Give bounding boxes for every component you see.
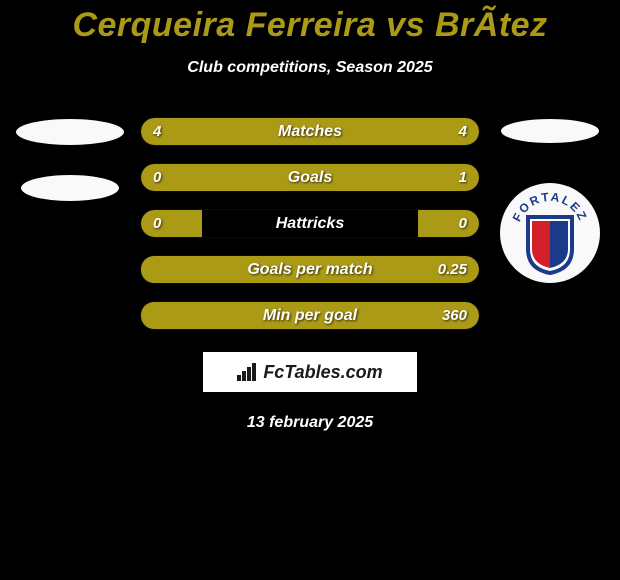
- brand-footer[interactable]: FcTables.com: [203, 352, 417, 392]
- right-player-col: FORTALEZ: [496, 117, 604, 283]
- stat-bar-right: [141, 302, 479, 329]
- stat-row: Goals per match0.25: [140, 255, 480, 284]
- stat-value-left: 4: [153, 118, 161, 145]
- generated-date: 13 february 2025: [247, 414, 373, 432]
- stat-bar-left: [141, 210, 202, 237]
- stat-value-right: 4: [459, 118, 467, 145]
- page-title: Cerqueira Ferreira vs BrÃ­tez: [72, 6, 547, 45]
- player-photo-placeholder-right: [501, 119, 599, 143]
- page-subtitle: Club competitions, Season 2025: [187, 59, 432, 77]
- stat-value-right: 0: [459, 210, 467, 237]
- stat-bar-right: [141, 256, 479, 283]
- club-badge-right: FORTALEZ: [500, 183, 600, 283]
- stat-row: Matches44: [140, 117, 480, 146]
- stat-bar-right: [310, 118, 479, 145]
- stat-row: Hattricks00: [140, 209, 480, 238]
- stat-value-right: 0.25: [438, 256, 467, 283]
- player-photo-placeholder-left: [16, 119, 124, 145]
- main-area: Matches44Goals01Hattricks00Goals per mat…: [0, 117, 620, 330]
- stat-bar-left: [141, 118, 310, 145]
- stat-value-left: 0: [153, 210, 161, 237]
- stat-value-right: 360: [442, 302, 467, 329]
- stat-bar-left: [141, 164, 202, 191]
- brand-name: FcTables.com: [263, 362, 382, 383]
- left-player-col: [16, 117, 124, 201]
- bar-chart-icon: [237, 363, 259, 381]
- stat-bar-right: [202, 164, 479, 191]
- stats-column: Matches44Goals01Hattricks00Goals per mat…: [140, 117, 480, 330]
- stat-row: Goals01: [140, 163, 480, 192]
- club-badge-placeholder-left: [21, 175, 119, 201]
- stat-row: Min per goal360: [140, 301, 480, 330]
- stat-value-right: 1: [459, 164, 467, 191]
- stat-bar-right: [418, 210, 479, 237]
- fortaleza-shield-icon: FORTALEZ: [506, 189, 594, 277]
- stat-value-left: 0: [153, 164, 161, 191]
- comparison-widget: Cerqueira Ferreira vs BrÃ­tez Club compe…: [0, 0, 620, 432]
